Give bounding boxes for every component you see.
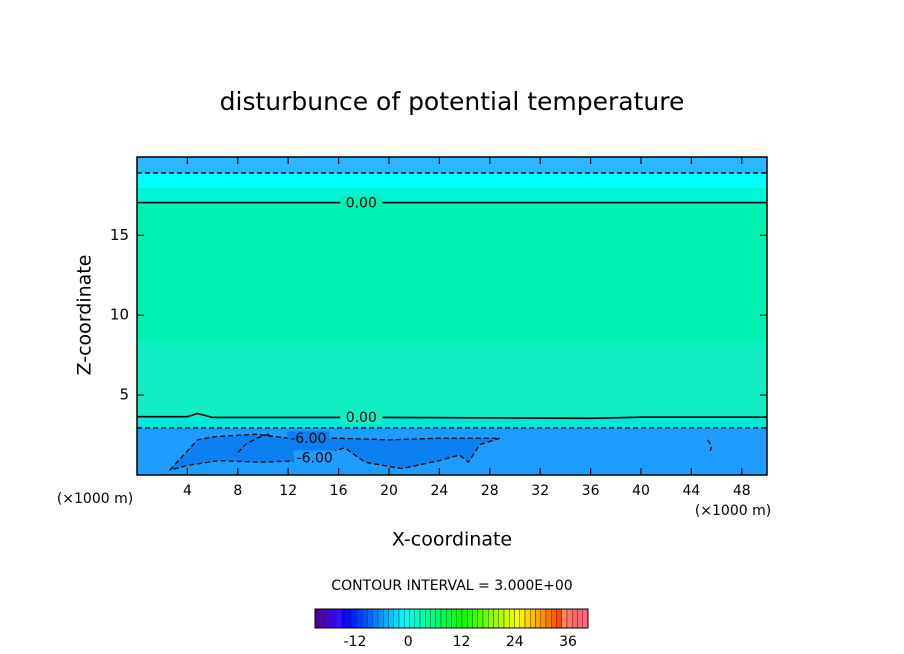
contour-line: [707, 439, 713, 452]
plot-frame: [136, 156, 768, 476]
contour-label: -6.00: [297, 450, 333, 466]
x-tick-label: 12: [279, 483, 297, 499]
colorbar-swatch: [451, 608, 457, 629]
colorbar-swatch: [456, 608, 463, 629]
colorbar-swatch: [514, 608, 520, 629]
colorbar-swatch: [383, 608, 389, 629]
contour-label-bg: [287, 431, 330, 446]
colorbar-swatch: [467, 608, 473, 629]
colorbar-swatch: [330, 608, 337, 629]
colorbar-tick-label: 24: [506, 634, 524, 650]
y-tick-label: 5: [119, 386, 129, 404]
colorbar-swatch: [477, 608, 484, 629]
x-unit-label: (×1000 m): [695, 503, 771, 519]
contour-label-bg: [293, 450, 336, 465]
colorbar-swatch: [335, 608, 342, 629]
contour-line: [237, 432, 271, 454]
x-tick-label: 16: [330, 483, 348, 499]
colorbar-swatch: [346, 608, 352, 629]
colorbar-swatch: [556, 608, 562, 629]
colorbar-tick-label: 36: [559, 634, 577, 650]
x-tick-label: 48: [733, 483, 751, 499]
colorbar-tick-label: 12: [453, 634, 471, 650]
colorbar-swatch: [551, 608, 557, 629]
colorbar-swatch: [582, 608, 589, 629]
colorbar-swatch: [530, 608, 536, 629]
contour-fill: [169, 434, 500, 471]
colorbar-swatch: [572, 608, 578, 629]
colorbar-swatch: [414, 608, 421, 629]
colorbar-swatch: [419, 608, 426, 629]
colorbar-swatch: [503, 608, 510, 629]
colorbar-swatch: [482, 608, 489, 629]
colorbar-swatch: [430, 608, 436, 629]
colorbar-swatch: [409, 608, 415, 629]
contour-label-bg: [340, 410, 383, 425]
contour-interval-note: CONTOUR INTERVAL = 3.000E+00: [331, 578, 572, 594]
colorbar-swatch: [535, 608, 541, 629]
colorbar-swatch: [566, 608, 573, 629]
colorbar-swatch: [461, 608, 468, 629]
chart-title: disturbunce of potential temperature: [220, 87, 685, 116]
x-tick-label: 36: [582, 483, 600, 499]
contour-label-bg: [340, 195, 383, 210]
colorbar-swatch: [372, 608, 379, 629]
y-tick-label: 15: [110, 226, 129, 244]
colorbar-swatch: [351, 608, 358, 629]
shading-band: [137, 342, 767, 418]
x-tick-label: 4: [183, 483, 192, 499]
colorbar-tick-label: -12: [344, 634, 367, 650]
colorbar-swatch: [320, 608, 326, 629]
colorbar-swatch: [498, 608, 505, 629]
colorbar-swatch: [472, 608, 478, 629]
contour-line: [137, 412, 767, 420]
x-tick-label: 24: [430, 483, 448, 499]
shading-band: [137, 417, 767, 428]
colorbar-swatch: [524, 608, 531, 629]
x-tick-label: 40: [632, 483, 650, 499]
shading-band: [137, 187, 767, 202]
colorbar-swatch: [398, 608, 405, 629]
colorbar-tick-label: 0: [404, 634, 413, 650]
colorbar-swatch: [425, 608, 431, 629]
colorbar-swatch: [393, 608, 400, 629]
colorbar-swatch: [519, 608, 526, 629]
colorbar-swatch: [362, 608, 368, 629]
colorbar-swatch: [488, 608, 494, 629]
shading-band: [137, 172, 767, 188]
colorbar-swatch: [367, 608, 373, 629]
colorbar-swatch: [314, 608, 321, 629]
colorbar-swatch: [577, 608, 583, 629]
x-tick-label: 28: [481, 483, 499, 499]
contour-label: 0.00: [346, 410, 377, 426]
colorbar-swatch: [404, 608, 410, 629]
x-tick-label: 44: [682, 483, 700, 499]
x-tick-label: 20: [380, 483, 398, 499]
colorbar-swatch: [440, 608, 447, 629]
colorbar-swatch: [446, 608, 452, 629]
colorbar-swatch: [377, 608, 384, 629]
x-tick-label: 8: [233, 483, 242, 499]
colorbar-swatch: [341, 608, 347, 629]
colorbar-swatch: [540, 608, 547, 629]
contour-label: 0.00: [346, 196, 377, 212]
contour-label: -6.00: [290, 431, 326, 447]
colorbar-swatch: [561, 608, 568, 629]
colorbar-frame: [314, 608, 589, 629]
colorbar-swatch: [545, 608, 552, 629]
contour-line: [169, 433, 501, 471]
x-unit-label: (×1000 m): [57, 491, 133, 507]
y-axis-label: Z-coordinate: [74, 255, 96, 376]
colorbar-swatch: [325, 608, 331, 629]
shading-band: [137, 157, 767, 173]
colorbar-swatch: [509, 608, 515, 629]
x-axis-label: X-coordinate: [392, 529, 512, 551]
y-tick-label: 10: [110, 306, 129, 324]
colorbar-swatch: [493, 608, 499, 629]
x-tick-label: 32: [531, 483, 549, 499]
colorbar-swatch: [356, 608, 363, 629]
colorbar-swatch: [435, 608, 442, 629]
colorbar-swatch: [388, 608, 394, 629]
